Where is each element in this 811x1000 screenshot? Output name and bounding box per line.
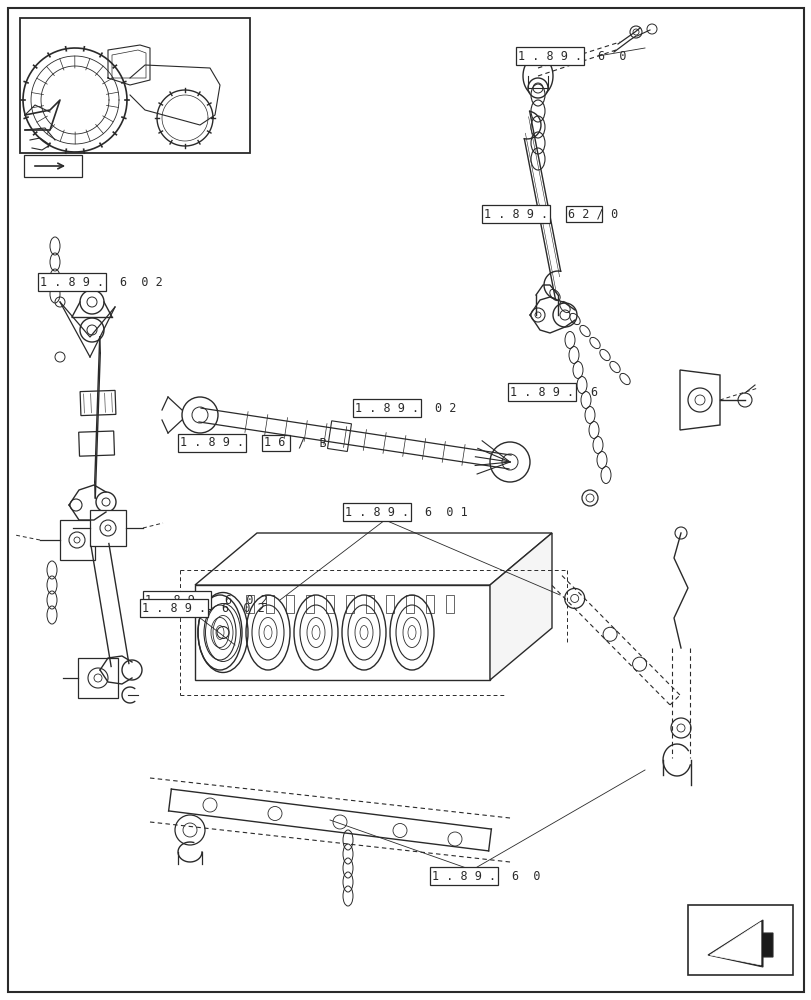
Bar <box>306 595 314 613</box>
Text: 6  0: 6 0 <box>597 49 626 62</box>
Bar <box>406 595 414 613</box>
Text: 1 6: 1 6 <box>264 436 285 450</box>
Text: /  B: / B <box>290 436 326 450</box>
Bar <box>262 435 290 451</box>
Bar <box>445 595 453 613</box>
Text: 1 . 8 9 .: 1 . 8 9 . <box>431 869 496 882</box>
Bar <box>687 905 792 975</box>
Text: 1 . 8 9 .: 1 . 8 9 . <box>40 275 104 288</box>
Text: 0 2: 0 2 <box>435 401 456 414</box>
Polygon shape <box>489 533 551 680</box>
Text: 6  0 1: 6 0 1 <box>424 506 467 518</box>
Text: 6 2 /: 6 2 / <box>568 208 603 221</box>
Text: 6  0: 6 0 <box>512 869 540 882</box>
Bar <box>90 510 126 546</box>
Polygon shape <box>327 421 351 451</box>
Polygon shape <box>79 431 114 456</box>
Bar <box>325 595 333 613</box>
Polygon shape <box>709 922 760 965</box>
Text: 1 . 8 9 .: 1 . 8 9 . <box>345 506 409 518</box>
Text: 1 . 8 9 .: 1 . 8 9 . <box>517 49 581 62</box>
Bar <box>195 585 489 680</box>
Text: 6  0 2: 6 0 2 <box>221 601 264 614</box>
Bar <box>385 595 393 613</box>
Bar <box>366 595 374 613</box>
Bar <box>345 595 354 613</box>
Text: 1 . 8 9 .: 1 . 8 9 . <box>180 436 244 450</box>
Bar <box>285 595 294 613</box>
Bar <box>78 658 118 698</box>
Text: 1 . 8 9 .: 1 . 8 9 . <box>142 601 206 614</box>
Text: 1 . 8 9 .: 1 . 8 9 . <box>354 401 418 414</box>
Bar <box>24 155 82 177</box>
Polygon shape <box>80 390 116 416</box>
Bar <box>426 595 433 613</box>
Text: 6  0 2: 6 0 2 <box>225 593 268 606</box>
Text: 1 . 8 9 .: 1 . 8 9 . <box>509 385 573 398</box>
Text: 0: 0 <box>603 208 617 221</box>
Text: 1 . 8 9 .: 1 . 8 9 . <box>145 593 209 606</box>
Bar <box>565 206 601 222</box>
Bar <box>246 595 254 613</box>
Text: 1 . 8 9 .: 1 . 8 9 . <box>483 208 547 221</box>
Text: 6  0 2: 6 0 2 <box>120 275 162 288</box>
Text: 6: 6 <box>590 385 596 398</box>
Polygon shape <box>195 533 551 585</box>
Bar <box>60 520 95 560</box>
Bar <box>20 18 250 153</box>
Polygon shape <box>707 920 772 967</box>
Bar <box>266 595 273 613</box>
